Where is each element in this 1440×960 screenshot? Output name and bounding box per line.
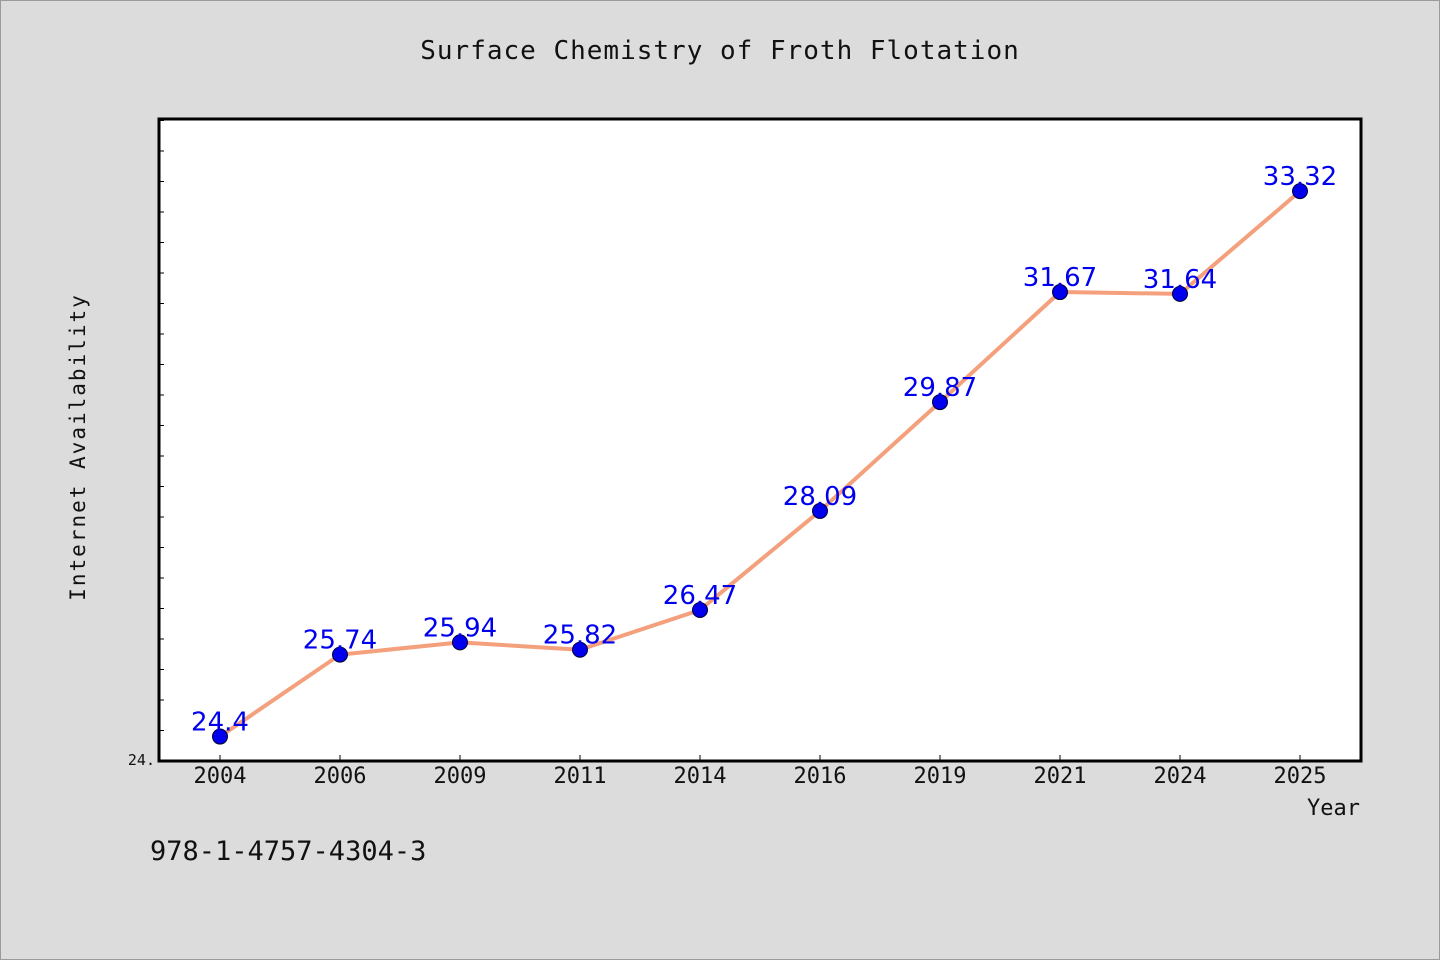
data-point bbox=[572, 641, 588, 658]
data-point bbox=[212, 728, 228, 745]
x-tick-label: 2014 bbox=[674, 764, 727, 789]
data-point bbox=[692, 601, 708, 618]
x-axis-label: Year bbox=[1307, 796, 1360, 821]
x-tick-label: 2004 bbox=[194, 764, 247, 789]
series-line bbox=[218, 189, 1302, 739]
data-label: 31.67 bbox=[1023, 263, 1097, 293]
y-axis-ticks: 24. bbox=[128, 120, 164, 769]
data-point bbox=[1052, 284, 1068, 301]
x-tick-label: 2016 bbox=[794, 764, 847, 789]
isbn-text: 978-1-4757-4304-3 bbox=[150, 836, 427, 867]
data-point bbox=[1292, 183, 1308, 200]
series-group bbox=[212, 183, 1308, 745]
data-label: 31.64 bbox=[1143, 265, 1217, 295]
x-tick-label: 2011 bbox=[554, 764, 607, 789]
data-label: 24.4 bbox=[191, 708, 249, 738]
x-tick-label: 2019 bbox=[914, 764, 967, 789]
data-label: 25.74 bbox=[303, 626, 377, 656]
data-label: 25.94 bbox=[423, 613, 497, 643]
x-tick-label: 2021 bbox=[1034, 764, 1087, 789]
data-labels: 24.4 25.74 25.94 25.82 26.47 28.09 29.87 31.67 3… bbox=[191, 162, 1337, 737]
x-tick-label: 2009 bbox=[434, 764, 487, 789]
data-label: 33.32 bbox=[1263, 162, 1337, 192]
data-point bbox=[332, 646, 348, 663]
plot-area bbox=[157, 117, 1363, 763]
chart-title: Surface Chemistry of Froth Flotation bbox=[420, 36, 1020, 66]
data-label: 28.09 bbox=[783, 482, 857, 512]
x-tick-label: 2006 bbox=[314, 764, 367, 789]
x-axis-ticks: 2004 2006 2009 2011 2014 2016 2019 2021 2024 2025 bbox=[194, 755, 1327, 789]
y-tick-label: 24. bbox=[128, 751, 155, 769]
data-point bbox=[932, 394, 948, 411]
data-label: 29.87 bbox=[903, 373, 977, 403]
x-tick-label: 2025 bbox=[1274, 764, 1327, 789]
data-point bbox=[452, 634, 468, 651]
data-point bbox=[1172, 285, 1188, 302]
x-tick-label: 2024 bbox=[1154, 764, 1207, 789]
data-label: 26.47 bbox=[663, 581, 737, 611]
data-point bbox=[812, 502, 828, 519]
data-label: 25.82 bbox=[543, 621, 617, 651]
